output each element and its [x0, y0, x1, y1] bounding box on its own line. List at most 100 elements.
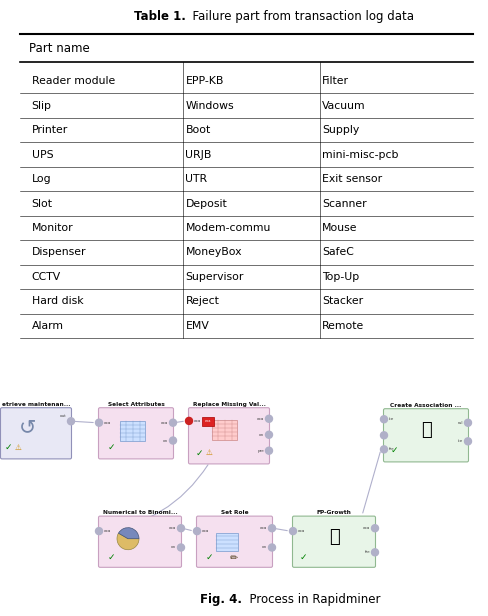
Text: EPP-KB: EPP-KB	[185, 76, 224, 86]
Circle shape	[169, 419, 177, 426]
Text: on: on	[259, 433, 264, 437]
Bar	[120, 421, 145, 441]
Text: 🛒: 🛒	[328, 528, 339, 546]
Text: exa: exa	[104, 529, 111, 533]
Text: ✓: ✓	[5, 444, 13, 452]
Text: ✓: ✓	[196, 448, 203, 458]
Text: exa: exa	[161, 421, 168, 424]
Text: Exit sensor: Exit sensor	[322, 174, 382, 184]
Text: URJB: URJB	[185, 150, 212, 160]
Text: Supervisor: Supervisor	[185, 272, 244, 282]
Text: Top-Up: Top-Up	[322, 272, 359, 282]
Text: Replace Missing Val...: Replace Missing Val...	[193, 402, 265, 407]
Text: Windows: Windows	[185, 100, 234, 111]
Circle shape	[381, 416, 387, 423]
Text: Mouse: Mouse	[322, 223, 358, 233]
Text: ✓: ✓	[206, 553, 214, 562]
Wedge shape	[119, 528, 139, 539]
Circle shape	[465, 438, 471, 445]
FancyBboxPatch shape	[292, 516, 375, 567]
Text: MoneyBox: MoneyBox	[185, 248, 242, 257]
Text: exa: exa	[169, 526, 176, 530]
Circle shape	[371, 525, 379, 532]
Circle shape	[96, 419, 102, 426]
Text: ✏: ✏	[230, 553, 238, 563]
Text: Monitor: Monitor	[32, 223, 73, 233]
Text: Remote: Remote	[322, 321, 365, 331]
Text: Slip: Slip	[32, 100, 52, 111]
Text: 🛒: 🛒	[421, 421, 431, 439]
Text: Supply: Supply	[322, 125, 359, 135]
Text: Filter: Filter	[322, 76, 349, 86]
Text: fre: fre	[365, 550, 370, 554]
Text: Scanner: Scanner	[322, 198, 366, 209]
Circle shape	[265, 415, 272, 423]
Circle shape	[178, 544, 184, 551]
Text: Modem-commu: Modem-commu	[185, 223, 271, 233]
Text: mini-misc-pcb: mini-misc-pcb	[322, 150, 399, 160]
Text: exa: exa	[363, 526, 370, 530]
Text: Failure part from transaction log data: Failure part from transaction log data	[185, 10, 414, 23]
FancyBboxPatch shape	[188, 408, 269, 464]
Text: Part name: Part name	[29, 42, 90, 55]
Circle shape	[381, 446, 387, 453]
Text: ⚠: ⚠	[206, 448, 213, 458]
Text: UPS: UPS	[32, 150, 53, 160]
Circle shape	[381, 432, 387, 439]
Text: Deposit: Deposit	[185, 198, 227, 209]
Text: Stacker: Stacker	[322, 296, 363, 306]
Text: exa: exa	[257, 417, 264, 421]
FancyBboxPatch shape	[0, 408, 72, 459]
FancyBboxPatch shape	[197, 516, 272, 567]
Text: Reject: Reject	[185, 296, 219, 306]
Text: Dispenser: Dispenser	[32, 248, 86, 257]
Circle shape	[268, 525, 276, 532]
Text: FP-Growth: FP-Growth	[317, 510, 351, 515]
Text: Vacuum: Vacuum	[322, 100, 366, 111]
Text: ⚠: ⚠	[15, 444, 22, 452]
Text: Set Role: Set Role	[221, 510, 248, 515]
Text: exa: exa	[260, 526, 267, 530]
Text: Alarm: Alarm	[32, 321, 64, 331]
FancyBboxPatch shape	[384, 408, 468, 462]
Text: Slot: Slot	[32, 198, 53, 209]
Circle shape	[169, 437, 177, 444]
Circle shape	[96, 527, 102, 535]
Text: fre: fre	[389, 447, 395, 452]
Circle shape	[289, 527, 297, 535]
Text: on: on	[163, 439, 168, 442]
Text: ✓: ✓	[108, 444, 116, 452]
Text: EMV: EMV	[185, 321, 209, 331]
Circle shape	[194, 527, 201, 535]
Text: on: on	[171, 546, 176, 549]
Text: pre: pre	[257, 448, 264, 453]
Text: Hard disk: Hard disk	[32, 296, 83, 306]
FancyBboxPatch shape	[99, 408, 174, 459]
Text: rul: rul	[458, 421, 463, 425]
Bar	[202, 417, 214, 426]
Text: Boot: Boot	[185, 125, 211, 135]
Text: Process in Rapidminer: Process in Rapidminer	[242, 593, 381, 606]
Circle shape	[178, 525, 184, 532]
Text: exa: exa	[298, 529, 305, 533]
Circle shape	[268, 544, 276, 551]
Text: ✓: ✓	[391, 447, 399, 455]
Text: Printer: Printer	[32, 125, 68, 135]
Text: exa: exa	[205, 419, 211, 423]
Text: exa: exa	[104, 421, 111, 424]
Text: UTR: UTR	[185, 174, 207, 184]
Circle shape	[185, 418, 192, 424]
Text: Fig. 4.: Fig. 4.	[200, 593, 242, 606]
Text: Create Association ...: Create Association ...	[390, 403, 462, 408]
Circle shape	[265, 431, 272, 438]
Text: exa: exa	[194, 419, 202, 423]
Text: SafeC: SafeC	[322, 248, 354, 257]
Circle shape	[465, 419, 471, 426]
Text: ite: ite	[389, 417, 394, 421]
Circle shape	[265, 447, 272, 454]
Text: etrieve maintenan...: etrieve maintenan...	[2, 402, 70, 407]
Text: Select Attributes: Select Attributes	[107, 402, 164, 407]
Text: Log: Log	[32, 174, 51, 184]
Text: Reader module: Reader module	[32, 76, 115, 86]
Bar	[212, 420, 237, 440]
